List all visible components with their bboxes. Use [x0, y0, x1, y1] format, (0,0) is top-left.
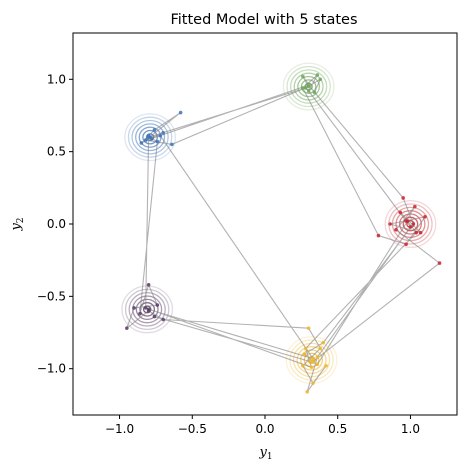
contour-ring: [135, 123, 166, 152]
trajectory-point: [414, 230, 419, 235]
contour-ring: [300, 79, 317, 94]
trajectory-point: [301, 364, 305, 368]
trajectory-point: [398, 210, 403, 215]
x-tick-label: 0.0: [255, 422, 274, 436]
trajectory-point: [305, 390, 309, 394]
contour-ring: [128, 292, 166, 327]
contour-ring: [124, 113, 176, 162]
trajectory-point: [146, 307, 151, 312]
contour-ring: [296, 346, 327, 374]
trajectory-point: [155, 139, 160, 144]
trajectory-point: [302, 352, 307, 357]
y-tick-label: −1.0: [37, 362, 66, 376]
x-axis: −1.0 −0.5 0.0 0.5 1.0: [105, 415, 420, 436]
contour-ring: [127, 116, 173, 158]
y-axis: −1.0 −0.5 0.0 0.5 1.0: [37, 72, 73, 376]
contour-ring: [282, 62, 335, 111]
trajectory-point: [178, 110, 183, 115]
state-contour-1: [124, 113, 176, 162]
trajectory-point: [411, 222, 416, 226]
trajectory-point: [311, 359, 315, 364]
trajectory-point: [324, 364, 328, 368]
trajectory-point: [125, 326, 129, 330]
trajectory-point: [161, 317, 165, 322]
trajectory-point: [149, 136, 154, 141]
y-tick-label: −0.5: [37, 289, 66, 303]
contour-ring: [289, 69, 328, 104]
trajectory-point: [394, 227, 398, 232]
trajectory-point: [132, 306, 136, 310]
x-tick-label: −1.0: [105, 422, 134, 436]
trajectory-point: [312, 90, 317, 95]
trajectory-point: [321, 340, 325, 345]
trajectory-point: [311, 356, 315, 361]
trajectory-point: [152, 128, 157, 132]
trajectory-point: [418, 230, 423, 235]
trajectory-point: [315, 362, 320, 367]
x-axis-label: y1: [258, 445, 272, 462]
trajectory-point: [138, 311, 142, 316]
trajectory-point: [388, 222, 392, 226]
trajectory-point: [315, 73, 320, 77]
trajectory-point: [139, 141, 144, 145]
trajectory-point: [413, 204, 417, 209]
trajectory-point: [161, 131, 165, 135]
contour-ring: [131, 119, 169, 155]
trajectory-point: [408, 225, 413, 229]
trajectory-point: [311, 381, 315, 385]
y-axis-label: y2: [9, 217, 26, 231]
contour-ring: [297, 75, 321, 98]
trajectory-point: [155, 303, 160, 307]
y-tick-label: 0.0: [47, 217, 66, 231]
x-tick-label: 0.5: [328, 422, 347, 436]
contour-ring: [286, 65, 331, 108]
trajectory-point: [143, 138, 148, 142]
trajectory-point: [301, 86, 305, 90]
trajectory-point: [158, 133, 163, 138]
chart-title: Fitted Model with 5 states: [170, 12, 357, 28]
trajectory-point: [301, 74, 305, 79]
trajectory-point: [437, 261, 442, 265]
contour-ring: [121, 285, 174, 334]
trajectory-point: [404, 242, 408, 247]
x-tick-label: −0.5: [178, 422, 207, 436]
trajectory-point: [306, 83, 311, 87]
trajectory-point: [405, 219, 410, 223]
trajectory-point: [318, 346, 323, 351]
trajectory-point: [303, 346, 308, 351]
plot-area: [121, 62, 442, 394]
y-tick-label: 1.0: [47, 72, 66, 86]
x-tick-label: 1.0: [401, 422, 420, 436]
trajectory-point: [376, 233, 381, 238]
contour-ring: [135, 298, 159, 321]
trajectory-point: [318, 77, 323, 82]
trajectory-point: [309, 365, 314, 370]
trajectory-point: [306, 89, 311, 93]
trajectory-point: [146, 133, 151, 138]
trajectory-point: [308, 359, 312, 364]
trajectory-point: [306, 326, 311, 330]
trajectory-point: [170, 142, 174, 147]
trajectory-point: [146, 282, 151, 287]
contour-ring: [384, 200, 437, 248]
trajectory-point: [303, 86, 308, 90]
trajectory-point: [401, 196, 405, 200]
y-tick-label: 0.5: [47, 145, 66, 159]
trajectory-point: [423, 214, 427, 219]
trajectory-point: [152, 314, 157, 319]
trajectory-point: [315, 355, 320, 359]
trajectory-point: [143, 306, 148, 310]
contour-ring: [132, 295, 163, 324]
